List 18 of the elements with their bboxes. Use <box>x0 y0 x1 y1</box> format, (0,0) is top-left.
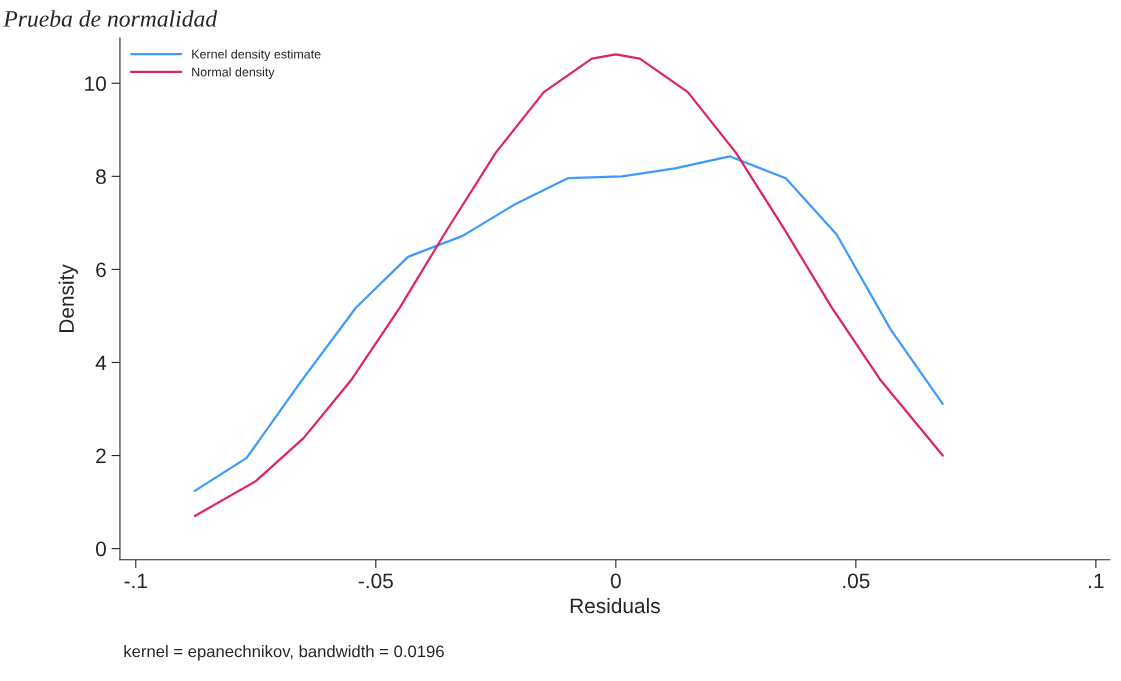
x-tick-label: -.05 <box>358 573 393 589</box>
x-tick-label: -.1 <box>124 573 147 589</box>
y-tick-label: 10 <box>85 76 106 92</box>
legend-label: Normal density <box>192 67 275 79</box>
chart-title: Prueba de normalidad <box>3 10 218 27</box>
legend-label: Kernel density estimate <box>192 49 321 62</box>
y-tick-label: 4 <box>95 355 107 371</box>
x-axis-title: Residuals <box>570 597 660 614</box>
y-tick-label: 0 <box>95 541 106 557</box>
x-tick-label: .1 <box>1089 573 1104 589</box>
y-tick-label: 2 <box>96 448 106 464</box>
y-axis-title: Density <box>58 264 79 332</box>
line-series <box>193 155 944 493</box>
text: kernel = epanechnikov, bandwidth = 0.0196 <box>124 645 444 661</box>
x-tick-label: 0 <box>610 573 621 589</box>
x-tick-label: .05 <box>843 573 870 589</box>
y-tick-label: 8 <box>96 169 106 185</box>
y-tick-label: 6 <box>96 262 106 278</box>
